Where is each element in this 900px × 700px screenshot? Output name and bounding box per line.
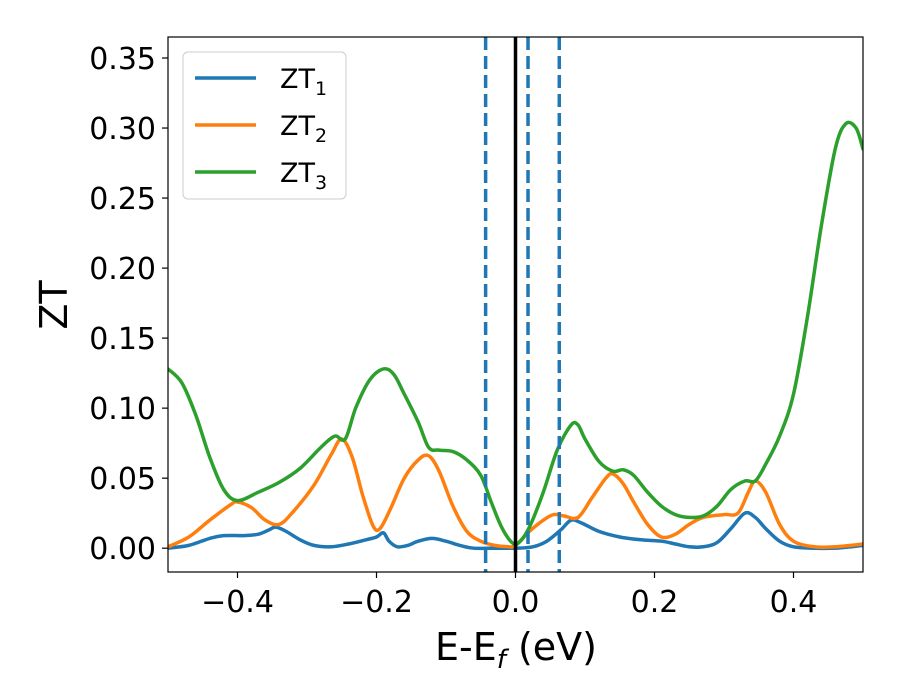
series-line-zt1 (168, 510, 863, 551)
vline-layer (483, 37, 562, 572)
series-line-zt2 (168, 437, 863, 550)
x-axis: −0.4 −0.2 0.0 0.2 0.4 (201, 572, 817, 620)
x-axis-label: E-Ef (eV) (435, 625, 597, 675)
x-tick-label: 0.0 (492, 585, 540, 620)
x-tick-label: 0.2 (631, 585, 679, 620)
legend-label-zt1: ZT1 (280, 64, 327, 100)
x-tick-label: −0.4 (201, 585, 274, 620)
y-tick-label: 0.15 (89, 322, 156, 357)
y-tick-label: 0.20 (89, 252, 156, 287)
y-axis: 0.00 0.05 0.10 0.15 0.20 0.25 0.30 0.35 (89, 42, 168, 567)
y-tick-label: 0.35 (89, 42, 156, 77)
legend-label-zt3: ZT3 (280, 158, 327, 194)
y-tick-label: 0.00 (89, 532, 156, 567)
series-line-zt3 (168, 120, 863, 547)
y-tick-label: 0.25 (89, 182, 156, 217)
legend-label-zt2: ZT2 (280, 111, 327, 147)
y-tick-label: 0.30 (89, 112, 156, 147)
legend-box (182, 51, 347, 200)
x-tick-label: 0.4 (770, 585, 818, 620)
legend: ZT1 ZT2 ZT3 (182, 51, 347, 200)
x-tick-label: −0.2 (340, 585, 413, 620)
series-layer (168, 120, 863, 551)
y-tick-label: 0.05 (89, 462, 156, 497)
y-axis-label: ZT (32, 280, 76, 330)
y-tick-label: 0.10 (89, 392, 156, 427)
